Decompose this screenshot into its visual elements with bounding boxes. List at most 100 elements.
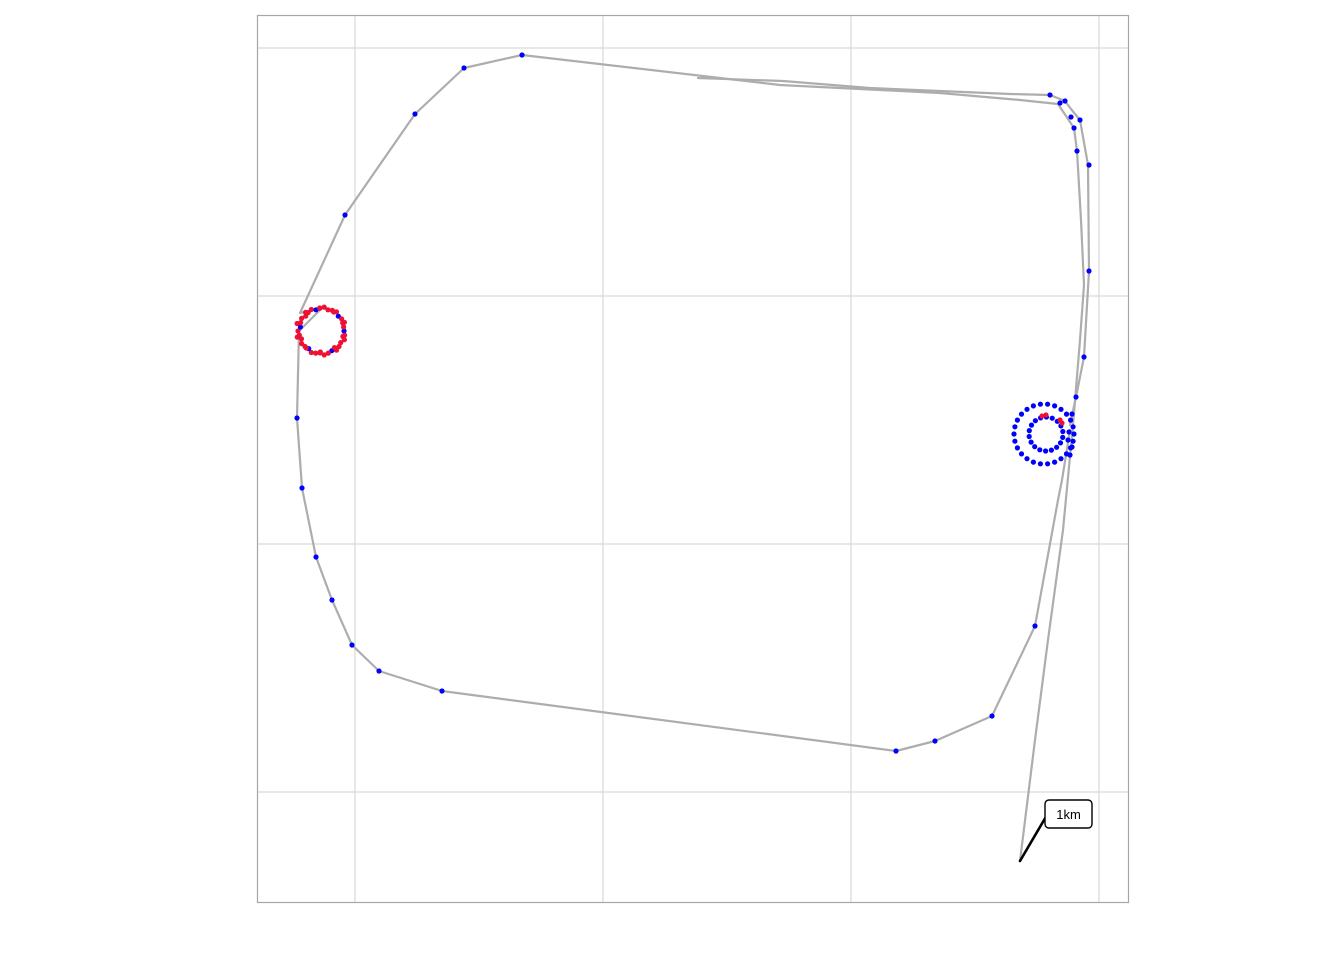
highlight-point bbox=[1043, 412, 1049, 418]
fix-point bbox=[1070, 424, 1076, 430]
fix-point bbox=[1057, 440, 1064, 446]
fix-point bbox=[1026, 433, 1032, 440]
fix-point bbox=[1032, 444, 1038, 450]
track-points bbox=[294, 52, 1092, 754]
fix-point bbox=[1071, 125, 1077, 131]
fix-point bbox=[1032, 623, 1038, 629]
highlight-point bbox=[331, 309, 337, 315]
scale-label: 1km bbox=[1056, 807, 1081, 822]
fix-point bbox=[1014, 445, 1021, 451]
fix-point bbox=[1014, 417, 1021, 423]
highlight-point bbox=[299, 341, 305, 347]
fix-point bbox=[349, 642, 355, 648]
highlight-point bbox=[340, 320, 346, 326]
highlight-point bbox=[331, 345, 337, 351]
fix-point bbox=[1066, 429, 1072, 435]
fix-point bbox=[313, 554, 319, 560]
fix-point bbox=[1045, 401, 1051, 407]
fix-point bbox=[412, 111, 418, 117]
fix-point bbox=[1054, 444, 1060, 450]
highlight-point bbox=[313, 350, 319, 356]
fix-point bbox=[299, 485, 305, 491]
fix-point bbox=[893, 748, 899, 754]
fix-point bbox=[1060, 434, 1066, 440]
fix-point bbox=[1073, 394, 1079, 400]
highlight-point bbox=[1059, 420, 1065, 426]
highlight-point bbox=[303, 309, 309, 315]
fix-point bbox=[1057, 100, 1063, 106]
highlight-point bbox=[303, 345, 309, 351]
fix-point bbox=[1030, 403, 1036, 409]
fix-point bbox=[1030, 459, 1036, 465]
fix-point bbox=[297, 324, 303, 330]
fix-point bbox=[1069, 444, 1075, 450]
highlight-point bbox=[340, 333, 346, 340]
fix-point bbox=[1071, 431, 1077, 437]
fix-point bbox=[376, 668, 382, 674]
fix-point bbox=[1047, 92, 1053, 98]
highlight-point bbox=[308, 349, 314, 356]
fix-point bbox=[461, 65, 467, 71]
fix-point bbox=[1011, 431, 1017, 437]
fix-point bbox=[1012, 424, 1018, 430]
fix-point bbox=[1043, 448, 1049, 454]
highlight-point bbox=[299, 315, 305, 321]
fix-point bbox=[519, 52, 525, 58]
fix-point bbox=[1058, 406, 1064, 412]
fix-point bbox=[439, 688, 445, 694]
fix-point bbox=[1060, 428, 1066, 435]
fix-point bbox=[1049, 415, 1055, 421]
fix-point bbox=[989, 713, 995, 719]
fix-point bbox=[1058, 456, 1064, 462]
fix-point bbox=[1069, 411, 1075, 417]
fix-point bbox=[1028, 439, 1034, 445]
fix-point bbox=[1045, 461, 1051, 467]
highlight-point bbox=[321, 352, 327, 358]
scale-bar: 1km bbox=[1018, 799, 1093, 863]
flight-track bbox=[295, 53, 1091, 863]
fix-point bbox=[1037, 461, 1043, 467]
track-segment bbox=[696, 76, 1091, 427]
highlight-point bbox=[295, 328, 301, 334]
fix-point bbox=[1048, 447, 1054, 453]
fix-point bbox=[1063, 411, 1070, 417]
fix-point bbox=[1077, 117, 1083, 123]
fix-point bbox=[1070, 438, 1076, 444]
fix-point bbox=[1074, 148, 1080, 154]
map-grid bbox=[258, 16, 1128, 902]
map-panel-border bbox=[256, 14, 1130, 904]
highlight-point bbox=[321, 304, 327, 310]
fix-point bbox=[341, 328, 347, 334]
fix-point bbox=[329, 597, 335, 603]
highlight-point bbox=[325, 350, 331, 356]
scale-leader-line bbox=[1018, 813, 1049, 863]
fix-point bbox=[1037, 401, 1043, 407]
fix-point bbox=[1068, 417, 1074, 423]
highlight-point bbox=[294, 334, 300, 340]
fix-point bbox=[1068, 114, 1074, 120]
highlight-point bbox=[336, 343, 342, 350]
fix-point bbox=[1018, 411, 1025, 417]
fix-point bbox=[1026, 428, 1032, 434]
fix-point bbox=[1032, 418, 1038, 424]
fix-point bbox=[1065, 437, 1071, 443]
fix-point bbox=[1052, 459, 1058, 465]
fix-point bbox=[1086, 268, 1092, 274]
highlight-point bbox=[317, 305, 323, 311]
highlight-point bbox=[1039, 413, 1045, 419]
fix-point bbox=[1037, 447, 1043, 453]
fix-point bbox=[1018, 451, 1025, 457]
highlight-point bbox=[325, 307, 331, 313]
fix-point bbox=[294, 415, 300, 421]
fix-point bbox=[1024, 406, 1030, 412]
fix-point bbox=[1012, 438, 1018, 444]
track-segment bbox=[295, 53, 1086, 863]
fix-point bbox=[1062, 98, 1068, 104]
highlight-point bbox=[338, 340, 344, 346]
fix-point bbox=[1024, 456, 1030, 462]
scale-label-box bbox=[1044, 799, 1093, 829]
fix-point bbox=[1086, 162, 1092, 168]
fix-point bbox=[342, 212, 348, 218]
highlight-point bbox=[294, 320, 300, 327]
